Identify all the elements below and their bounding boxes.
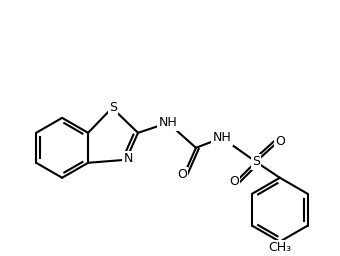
- Text: CH₃: CH₃: [268, 241, 291, 254]
- Text: S: S: [252, 155, 260, 168]
- Text: S: S: [109, 101, 117, 114]
- Text: N: N: [123, 152, 133, 165]
- Text: NH: NH: [212, 131, 231, 144]
- Text: S: S: [109, 101, 117, 114]
- Text: N: N: [123, 152, 133, 165]
- Text: O: O: [275, 135, 285, 148]
- Text: NH: NH: [159, 116, 177, 129]
- Text: O: O: [177, 168, 187, 181]
- Text: O: O: [229, 175, 239, 188]
